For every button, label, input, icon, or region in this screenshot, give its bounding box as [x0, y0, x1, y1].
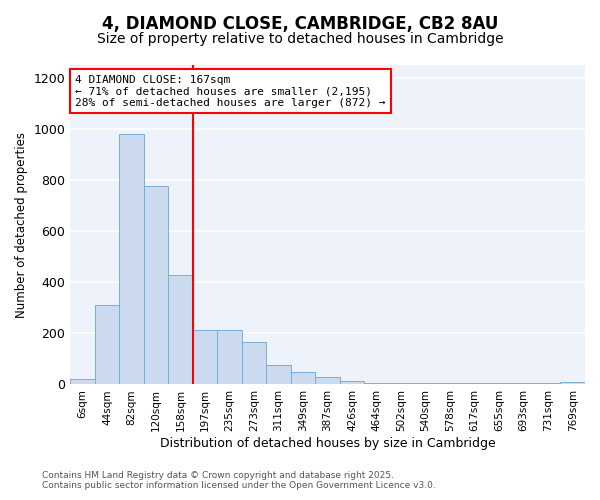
Bar: [242, 342, 266, 384]
Bar: [217, 330, 242, 384]
Bar: [364, 383, 389, 384]
Bar: [340, 380, 364, 384]
Bar: [413, 383, 438, 384]
Bar: [144, 186, 169, 384]
Bar: [193, 330, 217, 384]
Bar: [169, 274, 193, 384]
Text: 4 DIAMOND CLOSE: 167sqm
← 71% of detached houses are smaller (2,195)
28% of semi: 4 DIAMOND CLOSE: 167sqm ← 71% of detache…: [76, 74, 386, 108]
Y-axis label: Number of detached properties: Number of detached properties: [15, 132, 28, 318]
Bar: [95, 305, 119, 384]
Bar: [119, 134, 144, 384]
Bar: [511, 383, 536, 384]
Bar: [536, 383, 560, 384]
Text: Size of property relative to detached houses in Cambridge: Size of property relative to detached ho…: [97, 32, 503, 46]
Bar: [316, 377, 340, 384]
Text: 4, DIAMOND CLOSE, CAMBRIDGE, CB2 8AU: 4, DIAMOND CLOSE, CAMBRIDGE, CB2 8AU: [102, 15, 498, 33]
Bar: [487, 383, 511, 384]
Bar: [560, 382, 585, 384]
Bar: [389, 383, 413, 384]
Bar: [70, 380, 95, 384]
X-axis label: Distribution of detached houses by size in Cambridge: Distribution of detached houses by size …: [160, 437, 496, 450]
Bar: [266, 366, 291, 384]
Text: Contains HM Land Registry data © Crown copyright and database right 2025.
Contai: Contains HM Land Registry data © Crown c…: [42, 470, 436, 490]
Bar: [463, 383, 487, 384]
Bar: [291, 372, 316, 384]
Bar: [438, 383, 463, 384]
